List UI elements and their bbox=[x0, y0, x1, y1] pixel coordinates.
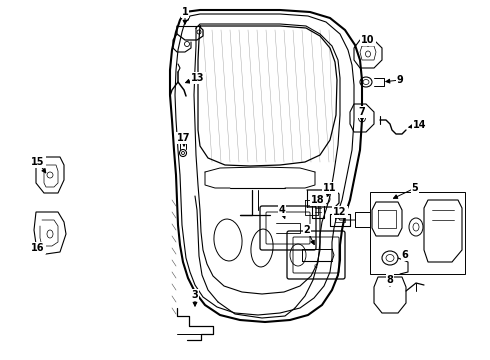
Text: 10: 10 bbox=[361, 35, 375, 45]
Text: 2: 2 bbox=[304, 225, 310, 235]
Text: 9: 9 bbox=[396, 75, 403, 85]
Text: 16: 16 bbox=[31, 243, 45, 253]
Text: 5: 5 bbox=[412, 183, 418, 193]
Text: 11: 11 bbox=[323, 183, 337, 193]
Bar bbox=[370, 192, 465, 274]
Text: 15: 15 bbox=[31, 157, 45, 167]
Text: 3: 3 bbox=[192, 290, 198, 300]
Text: 6: 6 bbox=[402, 250, 408, 260]
Text: 14: 14 bbox=[413, 120, 427, 130]
Text: 18: 18 bbox=[311, 195, 325, 205]
Text: 8: 8 bbox=[387, 275, 393, 285]
Text: 1: 1 bbox=[182, 7, 188, 17]
Text: 17: 17 bbox=[177, 133, 191, 143]
Text: c: c bbox=[314, 263, 318, 269]
Text: 13: 13 bbox=[191, 73, 205, 83]
Text: 7: 7 bbox=[359, 107, 366, 117]
Text: 4: 4 bbox=[279, 205, 285, 215]
Text: 12: 12 bbox=[333, 207, 347, 217]
